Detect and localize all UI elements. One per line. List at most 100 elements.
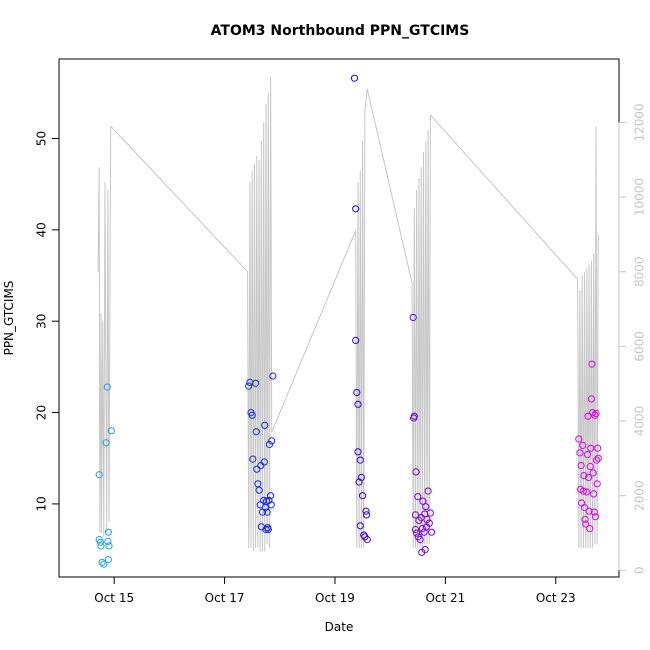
right-tick-label-6000: 6000 — [633, 331, 647, 362]
data-point — [426, 509, 434, 517]
data-point — [267, 492, 275, 500]
data-point — [585, 507, 593, 515]
right-tick-label-10000: 10000 — [633, 178, 647, 216]
y-axis-label: PPN_GTCIMS — [2, 281, 16, 356]
y-tick-label-20: 20 — [35, 405, 49, 420]
data-point — [416, 535, 424, 544]
y-tick-label-40: 40 — [35, 222, 49, 237]
x-tick-label-oct-19: Oct 19 — [315, 591, 355, 605]
x-tick-label-oct-15: Oct 15 — [94, 591, 134, 605]
data-point — [410, 412, 418, 420]
data-point — [589, 469, 597, 477]
data-point — [357, 473, 365, 481]
data-point — [419, 497, 427, 505]
right-tick-label-4000: 4000 — [633, 406, 647, 437]
series-line — [97, 77, 599, 552]
data-point — [97, 542, 105, 550]
right-tick-label-12000: 12000 — [633, 103, 647, 141]
data-point — [583, 451, 592, 459]
data-point — [592, 409, 600, 418]
data-point — [248, 411, 256, 419]
data-point — [359, 492, 367, 500]
data-point — [102, 439, 110, 447]
data-point — [363, 535, 371, 544]
data-point — [353, 388, 361, 397]
data-point — [356, 456, 364, 464]
data-point — [582, 520, 590, 528]
data-point — [264, 525, 272, 534]
scatter-points — [95, 74, 602, 568]
data-point — [588, 360, 596, 368]
data-point — [352, 205, 360, 213]
data-point — [594, 454, 602, 462]
data-point — [100, 560, 108, 568]
data-point — [356, 522, 364, 530]
data-point — [580, 504, 589, 512]
data-point — [411, 525, 420, 534]
data-point — [425, 519, 433, 527]
y-tick-label-30: 30 — [35, 314, 49, 329]
data-point — [593, 480, 601, 488]
data-point — [584, 473, 593, 481]
data-point — [253, 465, 261, 473]
data-point — [98, 558, 106, 567]
data-point — [591, 411, 599, 419]
right-axis: 0 2000 4000 6000 8000 10000 12000 — [618, 103, 647, 574]
x-axis: Oct 15 Oct 17 Oct 19 Oct 21 Oct 23 — [94, 576, 576, 605]
data-point — [252, 379, 260, 387]
x-axis-label: Date — [325, 620, 354, 634]
data-point — [411, 511, 420, 519]
data-point — [412, 468, 420, 476]
data-point — [350, 74, 359, 82]
data-point — [265, 440, 273, 449]
data-point — [586, 462, 594, 471]
data-point — [579, 441, 587, 449]
x-tick-label-oct-21: Oct 21 — [425, 591, 465, 605]
data-point — [262, 525, 270, 534]
data-point — [267, 501, 275, 509]
data-point — [352, 336, 360, 344]
data-point — [249, 455, 257, 463]
data-point — [418, 525, 426, 533]
data-point — [581, 515, 589, 524]
data-point — [362, 507, 370, 515]
right-tick-label-8000: 8000 — [633, 256, 647, 287]
data-point — [422, 503, 430, 511]
data-point — [105, 542, 113, 550]
data-point — [245, 382, 253, 390]
data-point — [414, 493, 422, 501]
chart-title: ATOM3 Northbound PPN_GTCIMS — [211, 23, 470, 39]
data-point — [428, 528, 436, 536]
data-point — [413, 529, 421, 537]
data-point — [257, 523, 265, 531]
data-point — [409, 313, 417, 322]
data-point — [96, 538, 105, 546]
data-point — [586, 525, 594, 533]
right-tick-label-0: 0 — [633, 566, 647, 574]
data-point — [260, 458, 268, 466]
data-point — [269, 372, 277, 380]
data-point — [584, 412, 592, 420]
data-point — [354, 448, 362, 456]
data-point — [103, 383, 111, 391]
data-point — [265, 496, 273, 504]
data-point — [360, 531, 368, 539]
data-point — [577, 461, 585, 470]
y-tick-label-10: 10 — [35, 496, 49, 511]
data-point — [593, 456, 601, 464]
data-point — [576, 449, 584, 457]
y-axis: 10 20 30 40 50 — [35, 131, 60, 512]
data-point — [587, 444, 595, 452]
data-point — [255, 486, 263, 494]
data-point — [104, 537, 112, 546]
data-point — [424, 487, 432, 495]
x-tick-label-oct-23: Oct 23 — [536, 591, 576, 605]
data-point — [107, 427, 115, 435]
x-tick-label-oct-17: Oct 17 — [205, 591, 245, 605]
data-point — [104, 556, 113, 564]
data-point — [252, 428, 260, 436]
data-point — [587, 395, 596, 403]
data-point — [590, 508, 598, 516]
right-tick-label-2000: 2000 — [633, 480, 647, 511]
